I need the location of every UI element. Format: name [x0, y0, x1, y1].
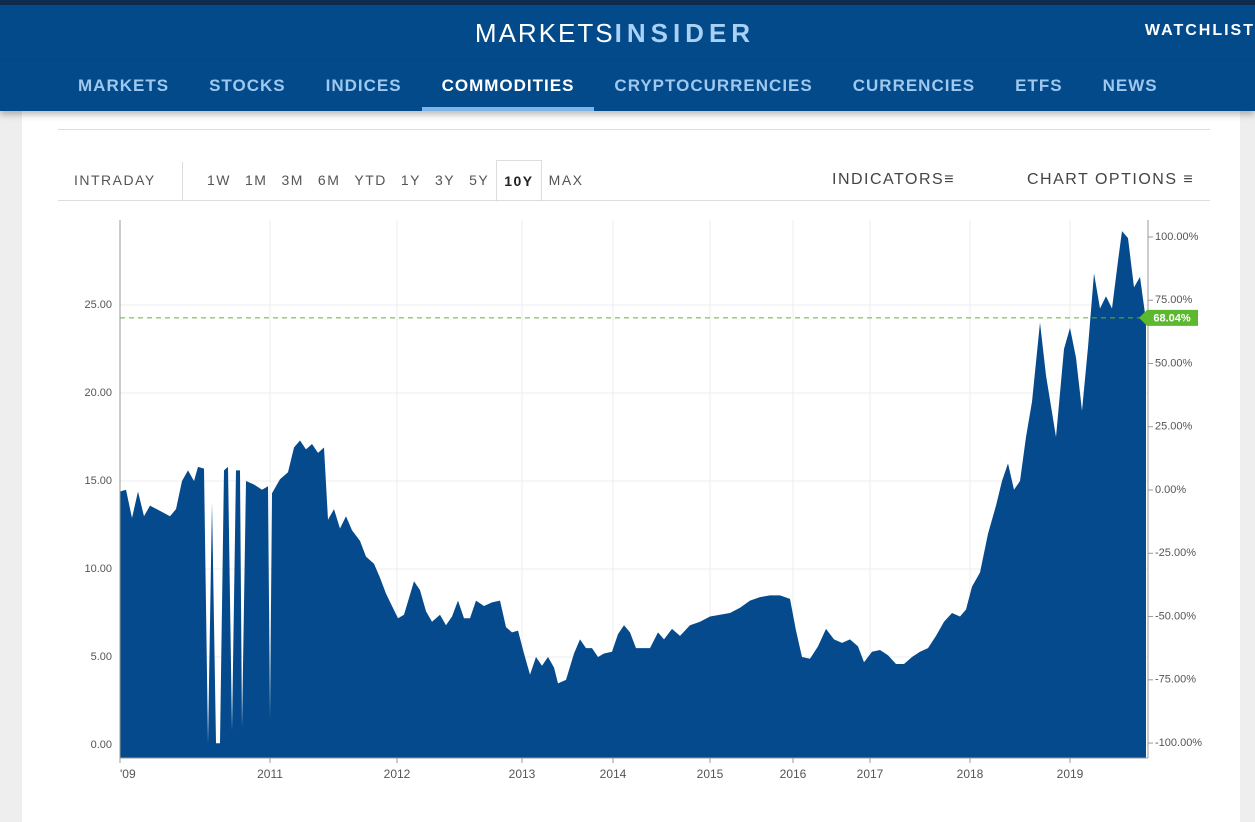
watchlist[interactable]: WATCHLIST — [1144, 22, 1255, 39]
x-tick-label: 2016 — [780, 767, 807, 781]
range-button[interactable]: 1W — [207, 172, 231, 188]
x-tick-label: 2017 — [857, 767, 884, 781]
nav-item[interactable]: STOCKS — [209, 76, 286, 95]
current-label: 68.04% — [1153, 313, 1191, 325]
y-tick-label: 5.00 — [91, 651, 112, 663]
y2-tick-label: 50.00% — [1155, 357, 1193, 369]
range-button[interactable]: 1M — [245, 172, 268, 188]
nav-item[interactable]: NEWS — [1102, 76, 1158, 95]
range-button[interactable]: MAX — [548, 172, 584, 188]
y-tick-label: 20.00 — [84, 387, 112, 399]
y-tick-label: 25.00 — [84, 299, 112, 311]
separator — [182, 162, 183, 200]
range-button[interactable]: 6M — [317, 172, 341, 188]
logo-left[interactable]: MARKETS — [474, 18, 615, 48]
logo-right[interactable]: INSIDER — [614, 18, 756, 48]
nav-item[interactable]: CURRENCIES — [852, 76, 976, 95]
y2-tick-label: -75.00% — [1155, 674, 1196, 686]
nav-list: MARKETS STOCKS INDICES COMMODITIES CRYPTOCUR… — [58, 61, 1178, 111]
y2-tick-label: 100.00% — [1155, 231, 1199, 243]
range-button[interactable]: 3Y — [434, 172, 456, 188]
range-button[interactable]: 1Y — [400, 172, 421, 188]
toolbar: INTRADAY 1W 1M 3M 6M YTD 1Y 3Y 5Y 10Y MAX INDICAT… — [58, 160, 1210, 202]
nav-item[interactable]: COMMODITIES — [421, 61, 595, 111]
top-bar: MARKETSINSIDER WATCHLIST — [0, 0, 1255, 61]
y2-tick-label: 75.00% — [1155, 294, 1193, 306]
range-button[interactable]: 3M — [281, 172, 304, 188]
x-tick-label: 2011 — [257, 767, 283, 781]
area — [120, 231, 1146, 758]
range-button[interactable]: 5Y — [469, 172, 490, 188]
nav-bar: MARKETS STOCKS INDICES COMMODITIES CRYPTOCUR… — [0, 61, 1255, 111]
y-tick-label: 0.00 — [91, 739, 112, 751]
chart-options-button[interactable]: CHART OPTIONS ≡ — [1027, 171, 1195, 188]
chart-options-label[interactable]: CHART OPTIONS — [1027, 171, 1178, 188]
x-tick-label: 2013 — [509, 767, 536, 781]
x-tick-label: 2015 — [697, 767, 724, 781]
y2-tick-label: 0.00% — [1155, 484, 1186, 496]
y2-tick-label: 25.00% — [1155, 421, 1193, 433]
x-tick-label: 2019 — [1057, 767, 1084, 781]
x-tick-label: 2012 — [384, 767, 411, 781]
x-tick-label: 2014 — [600, 767, 627, 781]
y2-tick-label: -50.00% — [1155, 610, 1196, 622]
y2-tick-label: -25.00% — [1155, 547, 1196, 559]
range-button[interactable]: 10Y — [496, 160, 542, 202]
nav-item[interactable]: INDICES — [325, 76, 402, 95]
y2-tick-label: -100.00% — [1155, 737, 1202, 749]
intraday-button[interactable]: INTRADAY — [74, 172, 156, 188]
range-list: 1W 1M 3M 6M YTD 1Y 3Y 5Y 10Y MAX — [200, 160, 591, 202]
y-tick-label: 10.00 — [84, 563, 112, 575]
indicators-label[interactable]: INDICATORS — [832, 171, 945, 188]
range-button[interactable]: YTD — [354, 172, 387, 188]
indicators-button[interactable]: INDICATORS≡ — [832, 171, 956, 188]
x-tick-label: 2018 — [957, 767, 984, 781]
x-tick-label: '09 — [120, 767, 136, 781]
logo[interactable]: MARKETSINSIDER — [0, 18, 1230, 49]
nav-item[interactable]: CRYPTOCURRENCIES — [614, 76, 813, 95]
y-tick-label: 15.00 — [84, 475, 112, 487]
current-flag — [1139, 309, 1198, 326]
nav-item[interactable]: MARKETS — [78, 76, 170, 95]
nav-item[interactable]: ETFS — [1015, 76, 1063, 95]
divider — [58, 129, 1210, 130]
